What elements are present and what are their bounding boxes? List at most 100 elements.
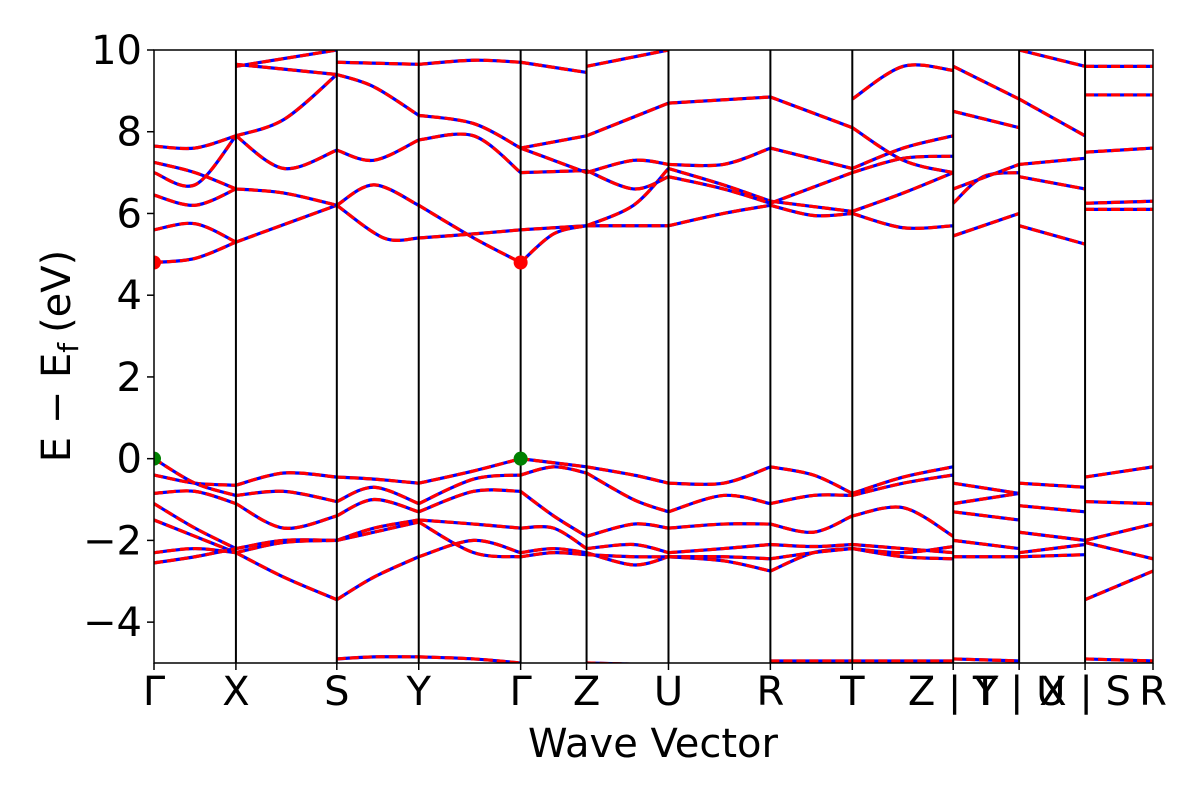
band-4-segment-9-red: [851, 134, 954, 170]
x-tick-label-8: R: [756, 669, 784, 715]
band-10-segment-8-red: [770, 542, 853, 549]
band-11-segment-3-red: [335, 555, 420, 602]
band-6-segment-3-red: [520, 60, 587, 75]
band-3-segment-10-red: [952, 162, 1020, 191]
band-10-segment-10-red: [953, 538, 1020, 551]
x-tick-label-11: T | U: [972, 669, 1066, 715]
y-tick-label-8: 10: [91, 28, 142, 74]
band-7-segment-9-red: [851, 465, 954, 495]
x-tick-label-5: Γ: [509, 669, 532, 715]
band-8-segment-6-red: [585, 471, 670, 514]
extremum-markers: [154, 255, 528, 466]
x-tick-label-13: R: [1139, 669, 1167, 715]
band-10-segment-7-red: [668, 542, 771, 555]
band-10-segment-4-red: [418, 518, 521, 530]
band-9-segment-11-red: [1018, 530, 1086, 542]
band-2-segment-6-blue: [585, 167, 670, 228]
band-7-segment-2-blue: [235, 471, 337, 487]
band-6-segment-4-red: [586, 50, 669, 68]
band-2-segment-1-red: [154, 221, 237, 244]
band-13-segment-2-red: [336, 655, 419, 661]
band-13-segment-7-red: [953, 657, 1020, 663]
band-8-segment-9-red: [851, 473, 954, 498]
y-tick-label-2: −2: [83, 518, 142, 564]
band-9-segment-6-blue: [586, 522, 669, 538]
band-10-segment-9-blue: [852, 542, 954, 555]
band-4-segment-4-red: [418, 113, 522, 150]
cbm-marker-4: [513, 255, 528, 270]
band-8-segment-5-red: [520, 465, 587, 477]
band-4-segment-5-red: [520, 146, 588, 175]
band-4-segment-8-red: [769, 146, 853, 171]
band-5-segment-1-red: [154, 160, 237, 191]
band-5-segment-5-red: [520, 134, 587, 150]
band-8-segment-2-blue: [235, 489, 338, 504]
band-5-segment-4-red: [418, 58, 521, 66]
band-7-segment-11-red: [1019, 481, 1086, 489]
band-11-segment-12-blue: [1084, 569, 1153, 602]
band-12-segment-6-red: [586, 553, 669, 559]
band-3-segment-1-red: [154, 187, 237, 207]
y-axis-title-unit: (eV): [34, 250, 80, 333]
band-9-segment-1-red: [154, 489, 237, 506]
band-3-segment-12-red: [1084, 146, 1153, 154]
band-2-segment-12-red: [1085, 199, 1153, 205]
y-axis-title-main: E − E: [34, 353, 80, 463]
kpoint-divider-lines: [234, 50, 1087, 663]
band-1-segment-2-red: [235, 203, 338, 244]
band-7-segment-8-red: [770, 465, 853, 495]
band-12-segment-8-red: [770, 546, 853, 561]
band-13-segment-1-red: [154, 547, 237, 565]
band-5-segment-3-red: [336, 60, 419, 66]
band-12-segment-2-blue: [235, 538, 337, 555]
band-8-segment-3-red: [336, 485, 420, 506]
band-8-segment-7-red: [668, 493, 771, 514]
band-13-segment-3-red: [418, 655, 521, 663]
band-4-segment-1-red: [154, 134, 238, 188]
band-3-segment-8-red: [769, 171, 853, 205]
band-5-segment-11-red: [1018, 50, 1086, 68]
band-10-segment-11-red: [1018, 542, 1086, 555]
band-7-segment-3-red: [336, 475, 419, 485]
x-tick-label-9: T: [839, 669, 865, 715]
band-9-segment-4-red: [418, 488, 521, 514]
band-1-segment-4-red: [418, 228, 521, 240]
vbm-marker-2: [513, 451, 528, 466]
band-7-segment-6-red: [586, 465, 669, 485]
band-1-segment-8-red: [770, 203, 853, 218]
band-2-segment-7-red: [668, 166, 771, 203]
vbm-marker-1: [154, 451, 161, 466]
band-4-segment-6-blue: [586, 158, 669, 175]
band-9-segment-9-red: [851, 505, 955, 538]
y-axis-title: E − Ef (eV): [34, 250, 85, 463]
band-10-segment-6-red: [586, 542, 669, 555]
band-10-segment-12-red: [1084, 540, 1153, 561]
band-4-segment-10-red: [952, 109, 1020, 130]
band-12-segment-3-red: [336, 520, 420, 542]
x-tick-label-12: X | S: [1039, 669, 1131, 715]
band-2-segment-5-red: [519, 224, 587, 264]
band-lines: [154, 50, 1153, 663]
band-4-segment-3-red: [336, 72, 420, 117]
band-1-segment-11-red: [1018, 224, 1086, 246]
band-1-segment-9-red: [851, 211, 954, 230]
band-9-segment-5-red: [519, 490, 588, 538]
band-5-segment-9-red: [851, 126, 954, 175]
band-4-segment-7-red: [668, 146, 771, 168]
band-2-segment-2-blue: [235, 187, 338, 207]
band-2-segment-8-red: [770, 199, 853, 214]
x-tick-label-4: Y: [406, 669, 432, 715]
y-axis-title-subscript: f: [52, 342, 85, 353]
band-12-segment-7-red: [668, 554, 771, 561]
cbm-marker-3: [154, 255, 161, 270]
band-2-segment-9-red: [851, 171, 954, 213]
band-10-segment-1-red: [154, 502, 237, 551]
band-4-segment-11-blue: [1018, 97, 1086, 138]
band-5-segment-10-blue: [952, 64, 1020, 101]
band-9-segment-10-red: [953, 510, 1020, 522]
y-tick-label-1: −4: [83, 600, 142, 646]
band-3-segment-3-red: [336, 138, 420, 163]
band-8-segment-8-red: [770, 493, 853, 506]
band-6-segment-1-red: [154, 134, 237, 151]
band-11-segment-4-red: [418, 538, 522, 559]
